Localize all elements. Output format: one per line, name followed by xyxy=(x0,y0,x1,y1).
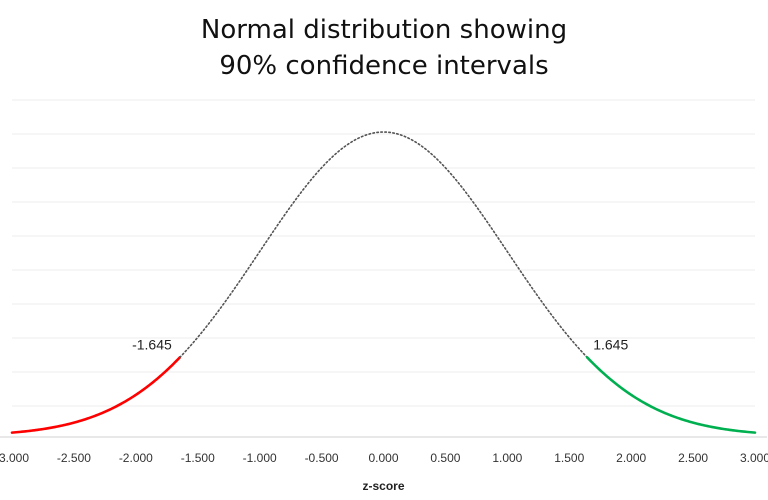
x-tick-label: 1.000 xyxy=(492,451,522,465)
annotations: -1.645 1.645 xyxy=(132,336,628,352)
chart-title: Normal distribution showing 90% confiden… xyxy=(0,12,768,84)
x-tick-label: -1.500 xyxy=(181,451,215,465)
x-tick-label: -1.000 xyxy=(243,451,277,465)
chart-title-line-2: 90% confidence intervals xyxy=(219,51,549,81)
x-tick-label: 0.500 xyxy=(430,451,460,465)
x-tick-label: 2.500 xyxy=(678,451,708,465)
x-tick-labels: -3.000 -2.500 -2.000 -1.500 -1.000 -0.500 0.00… xyxy=(0,451,768,465)
annotation-label: -1.645 xyxy=(132,336,172,352)
x-tick-label: -3.000 xyxy=(0,451,29,465)
x-tick-label: 3.000 xyxy=(740,451,768,465)
x-tick-label: 2.000 xyxy=(616,451,646,465)
curve-upper-tail xyxy=(585,356,757,434)
x-tick-label: -2.000 xyxy=(119,451,153,465)
chart-title-line-1: Normal distribution showing xyxy=(200,15,568,45)
gridlines xyxy=(12,99,755,407)
curve-lower-tail xyxy=(10,356,182,434)
x-tick-label: -2.500 xyxy=(57,451,91,465)
curve-series xyxy=(10,131,757,434)
x-tick-label: -0.500 xyxy=(305,451,339,465)
x-axis-label: z-score xyxy=(362,479,404,493)
curve-center xyxy=(178,131,589,359)
x-tick-label: 1.500 xyxy=(554,451,584,465)
annotation-label: 1.645 xyxy=(593,336,628,352)
x-tick-label: 0.000 xyxy=(368,451,398,465)
